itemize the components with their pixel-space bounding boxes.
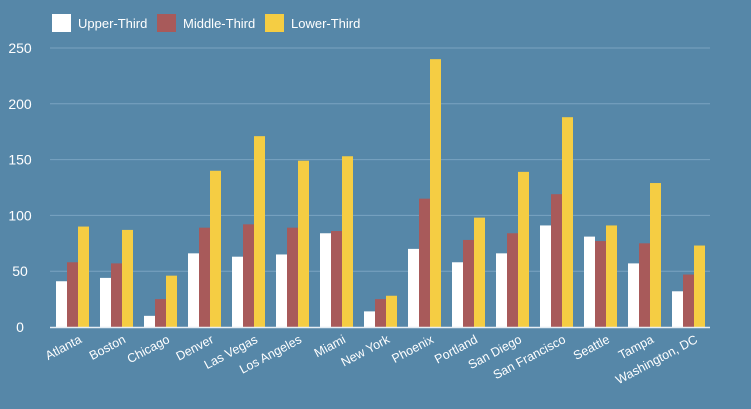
y-tick-label: 200 [8,96,32,112]
x-tick-label: Seattle [571,332,612,363]
bar-group-san-francisco [540,117,573,327]
bar-upper-third-phoenix[interactable] [408,248,419,327]
bar-group-los-angeles [276,160,309,327]
bar-upper-third-san-diego[interactable] [496,253,507,327]
bar-group-atlanta [56,226,89,327]
x-tick-label: New York [339,332,393,370]
legend-swatch [157,14,176,32]
bar-lower-third-los-angeles[interactable] [298,160,309,327]
bar-upper-third-seattle[interactable] [584,236,595,327]
legend-item-middle-third[interactable]: Middle-Third [157,14,255,32]
bar-group-tampa [628,183,661,327]
y-tick-label: 100 [8,207,32,223]
bar-lower-third-miami[interactable] [342,156,353,327]
legend-label: Lower-Third [291,16,360,31]
bar-middle-third-atlanta[interactable] [67,262,78,327]
bar-middle-third-washington-dc[interactable] [683,274,694,327]
x-tick-label: Boston [87,332,128,363]
bar-upper-third-denver[interactable] [188,253,199,327]
bar-middle-third-portland[interactable] [463,239,474,327]
bar-upper-third-portland[interactable] [452,262,463,327]
bar-lower-third-denver[interactable] [210,170,221,327]
bar-upper-third-miami[interactable] [320,233,331,327]
bar-lower-third-new-york[interactable] [386,295,397,327]
bar-lower-third-boston[interactable] [122,229,133,327]
bar-group-denver [188,170,221,327]
bar-group-phoenix [408,59,441,327]
bar-group-san-diego [496,171,529,327]
bar-middle-third-new-york[interactable] [375,299,386,327]
legend-swatch [52,14,71,32]
legend-label: Upper-Third [78,16,147,31]
bar-group-new-york [364,295,397,327]
bar-middle-third-seattle[interactable] [595,241,606,327]
bar-lower-third-chicago[interactable] [166,275,177,327]
bar-middle-third-las-vegas[interactable] [243,224,254,327]
bar-group-las-vegas [232,136,265,327]
bar-upper-third-los-angeles[interactable] [276,254,287,327]
bar-middle-third-miami[interactable] [331,231,342,327]
y-tick-label: 0 [16,319,24,335]
bar-group-seattle [584,225,617,327]
bar-group-washington-dc [672,245,705,327]
x-tick-label: Chicago [125,332,172,366]
bar-upper-third-san-francisco[interactable] [540,225,551,327]
y-axis: 0 50 100 150 200 250 [8,40,32,335]
legend-item-lower-third[interactable]: Lower-Third [265,14,360,32]
bars [56,59,705,327]
y-tick-label: 50 [12,263,28,279]
legend-label: Middle-Third [183,16,255,31]
bar-lower-third-washington-dc[interactable] [694,245,705,327]
bar-middle-third-san-francisco[interactable] [551,194,562,327]
bar-upper-third-new-york[interactable] [364,311,375,327]
bar-lower-third-san-diego[interactable] [518,171,529,327]
bar-lower-third-portland[interactable] [474,217,485,327]
bar-upper-third-atlanta[interactable] [56,281,67,327]
legend-item-upper-third[interactable]: Upper-Third [52,14,147,32]
bar-middle-third-boston[interactable] [111,263,122,327]
bar-middle-third-san-diego[interactable] [507,233,518,327]
bar-group-miami [320,156,353,327]
y-tick-label: 150 [8,152,32,168]
x-tick-label: Phoenix [389,332,436,366]
bar-upper-third-chicago[interactable] [144,315,155,327]
bar-upper-third-boston[interactable] [100,277,111,327]
bar-middle-third-tampa[interactable] [639,243,650,327]
bar-upper-third-las-vegas[interactable] [232,256,243,327]
bar-lower-third-tampa[interactable] [650,183,661,327]
bar-lower-third-san-francisco[interactable] [562,117,573,327]
bar-middle-third-los-angeles[interactable] [287,227,298,327]
bar-group-chicago [144,275,177,327]
bar-upper-third-tampa[interactable] [628,263,639,327]
bar-upper-third-washington-dc[interactable] [672,291,683,327]
y-tick-label: 250 [8,40,32,56]
bar-group-portland [452,217,485,327]
bar-group-boston [100,229,133,327]
bar-lower-third-las-vegas[interactable] [254,136,265,327]
legend-swatch [265,14,284,32]
x-tick-label: Atlanta [43,332,84,363]
bar-lower-third-phoenix[interactable] [430,59,441,327]
bar-middle-third-phoenix[interactable] [419,198,430,327]
bar-middle-third-denver[interactable] [199,227,210,327]
bar-lower-third-seattle[interactable] [606,225,617,327]
legend[interactable]: Upper-Third Middle-Third Lower-Third [52,14,360,32]
bar-lower-third-atlanta[interactable] [78,226,89,327]
bar-middle-third-chicago[interactable] [155,299,166,327]
